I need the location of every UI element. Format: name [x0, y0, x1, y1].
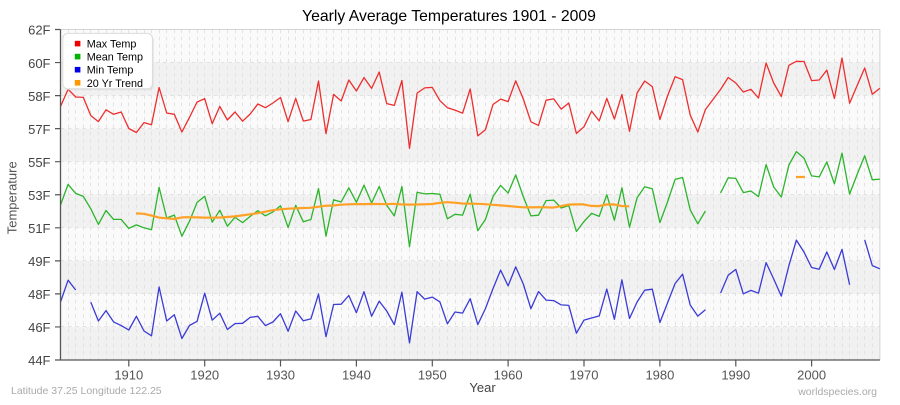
svg-text:20 Yr Trend: 20 Yr Trend [87, 78, 143, 90]
svg-text:62F: 62F [28, 23, 50, 38]
svg-text:Yearly Average Temperatures 19: Yearly Average Temperatures 1901 - 2009 [302, 8, 596, 25]
svg-text:worldspecies.org: worldspecies.org [797, 386, 877, 398]
svg-text:Temperature: Temperature [5, 161, 20, 234]
svg-text:Mean Temp: Mean Temp [87, 52, 143, 64]
svg-text:55F: 55F [28, 155, 50, 170]
svg-text:1990: 1990 [721, 368, 750, 383]
svg-text:2000: 2000 [797, 368, 826, 383]
svg-text:60F: 60F [28, 56, 50, 71]
svg-text:Max Temp: Max Temp [87, 39, 137, 51]
svg-text:53F: 53F [28, 188, 50, 203]
svg-text:57F: 57F [28, 122, 50, 137]
svg-text:1940: 1940 [342, 368, 371, 383]
svg-text:46F: 46F [28, 320, 50, 335]
svg-text:Min Temp: Min Temp [87, 65, 134, 77]
svg-text:1930: 1930 [266, 368, 295, 383]
svg-text:48F: 48F [28, 287, 50, 302]
svg-text:1920: 1920 [190, 368, 219, 383]
svg-text:1980: 1980 [645, 368, 674, 383]
svg-text:Year: Year [469, 380, 496, 395]
svg-text:58F: 58F [28, 89, 50, 104]
svg-text:1960: 1960 [494, 368, 523, 383]
svg-text:Latitude 37.25 Longitude 122.2: Latitude 37.25 Longitude 122.25 [11, 385, 162, 397]
svg-text:44F: 44F [28, 353, 50, 368]
svg-text:49F: 49F [28, 254, 50, 269]
svg-text:1970: 1970 [570, 368, 599, 383]
svg-text:1910: 1910 [114, 368, 143, 383]
svg-text:1950: 1950 [418, 368, 447, 383]
svg-text:51F: 51F [28, 221, 50, 236]
